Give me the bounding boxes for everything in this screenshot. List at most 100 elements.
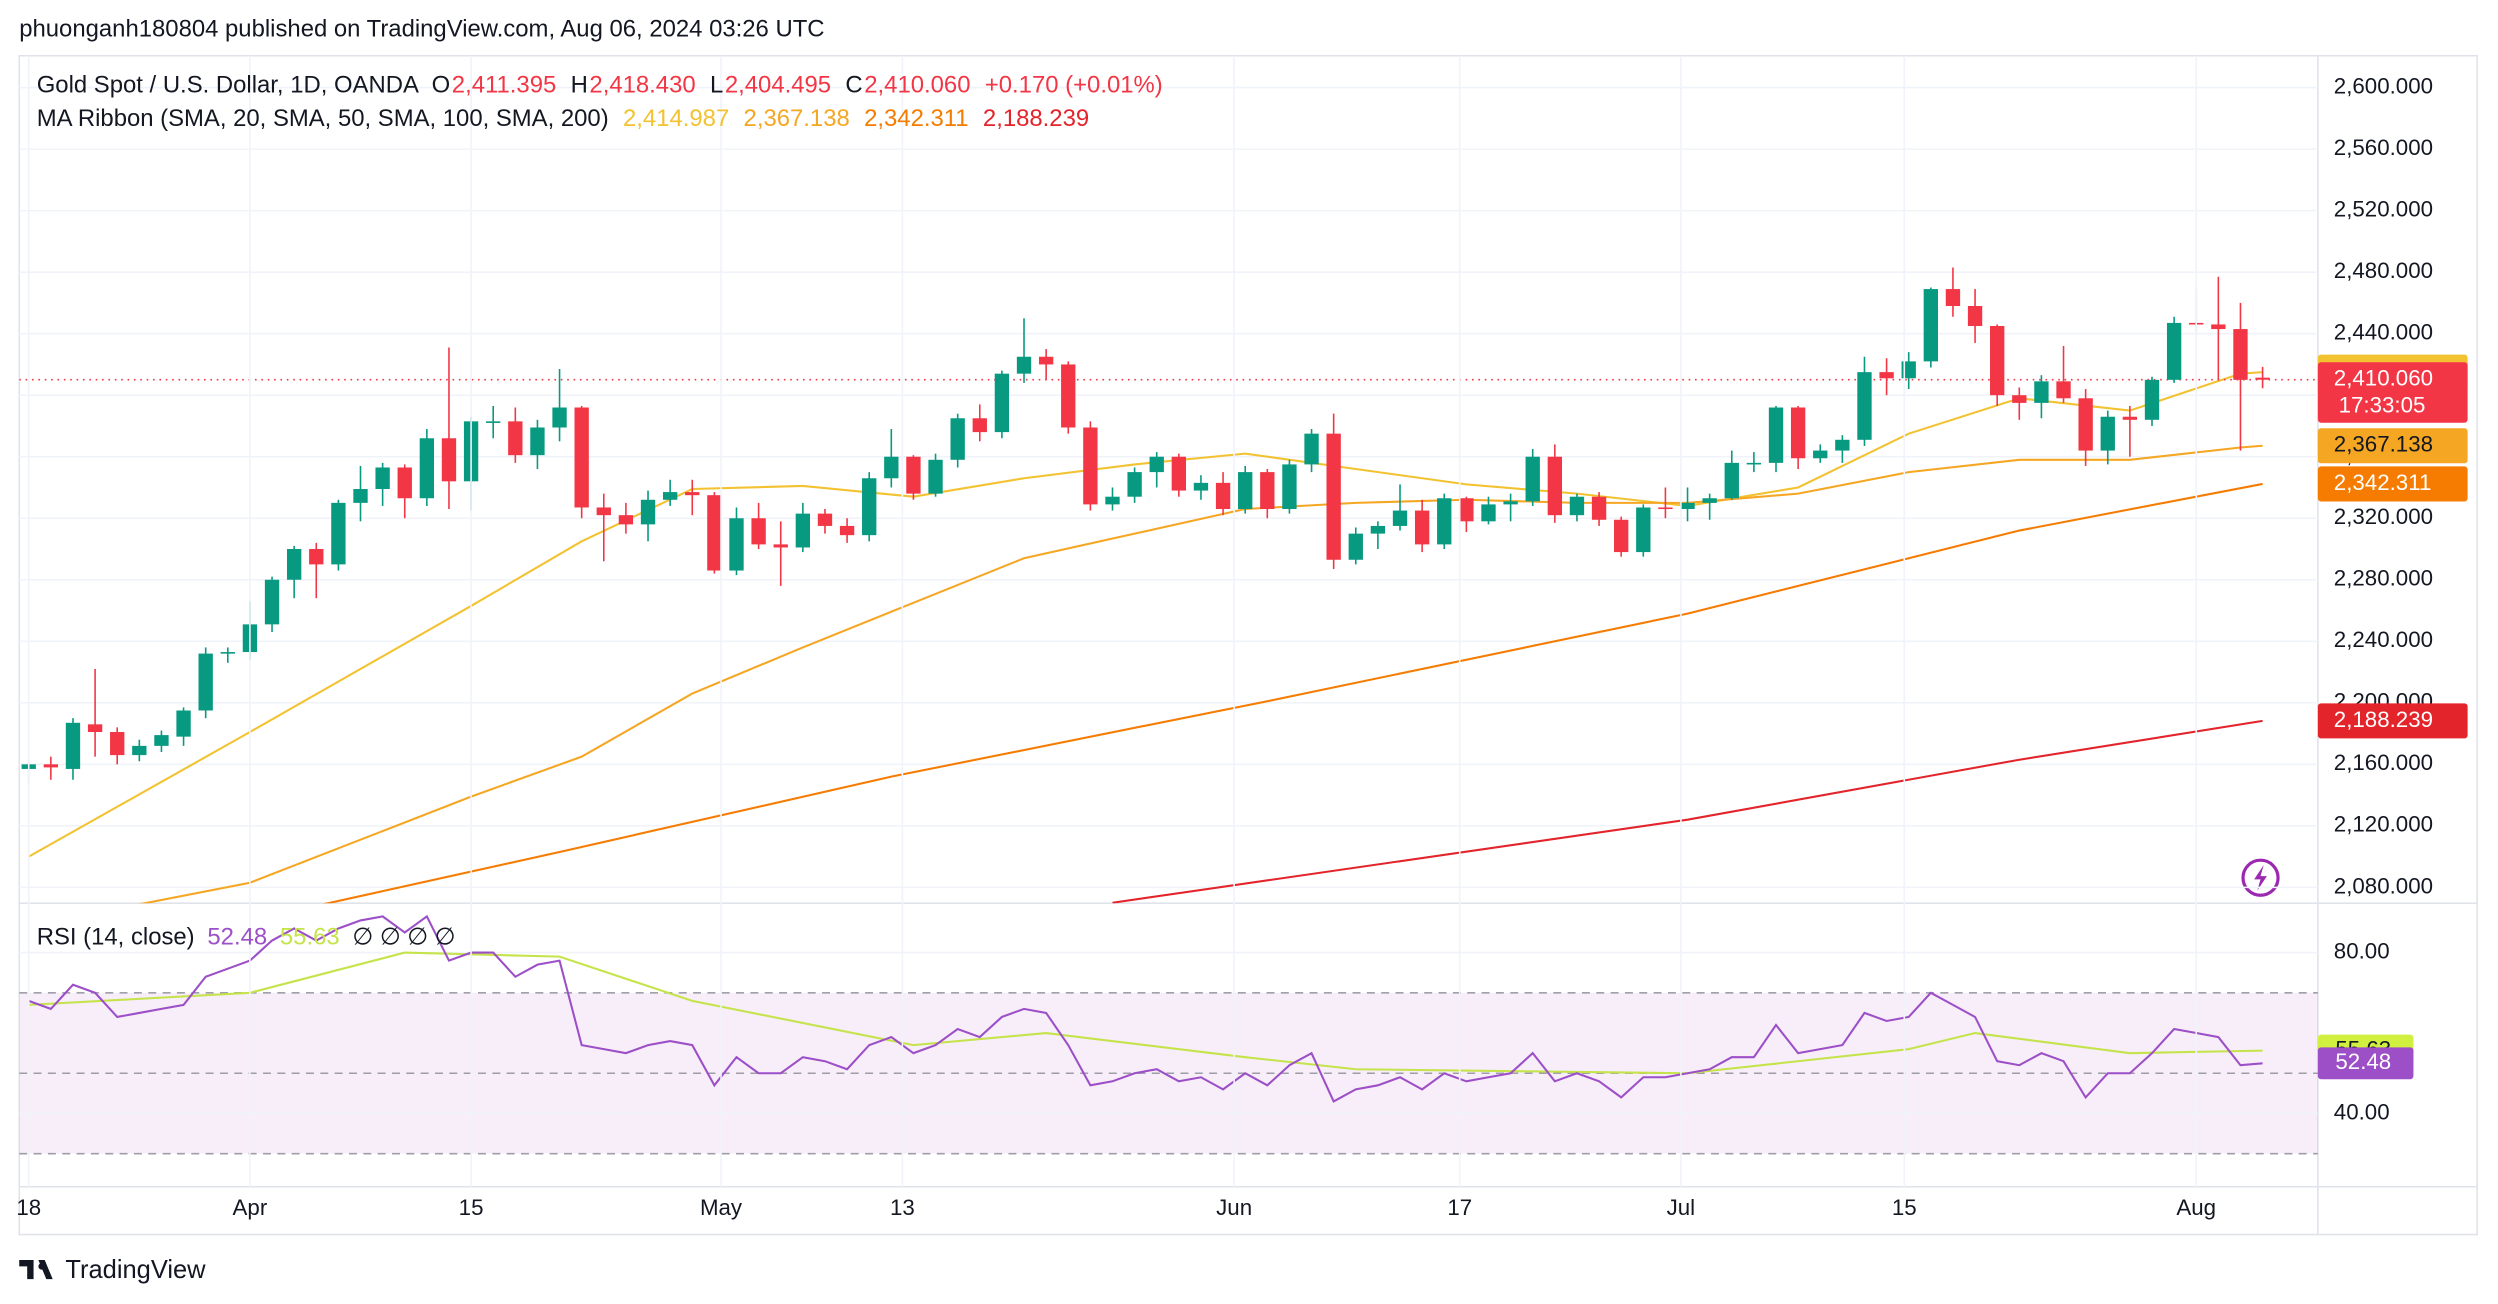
candle-body: [2122, 416, 2138, 420]
ohlc-value: 2,410.060: [864, 71, 970, 98]
candle-body: [154, 735, 169, 746]
y-tick-label: 2,560.000: [2334, 135, 2433, 160]
candle-body: [1459, 498, 1474, 522]
price-tag-label: 2,188.239: [2334, 707, 2433, 732]
y-tick-label: 2,240.000: [2334, 627, 2433, 652]
candle-body: [1481, 504, 1496, 522]
candle-body: [43, 764, 59, 768]
candle-body: [662, 492, 678, 500]
candle-body: [1990, 325, 2005, 396]
candle-body: [773, 544, 788, 548]
x-tick-label: Apr: [233, 1195, 268, 1220]
candle-body: [817, 513, 833, 526]
candle-body: [1702, 498, 1717, 503]
y-tick-label: 2,480.000: [2334, 258, 2433, 283]
candle-body: [1835, 439, 1850, 451]
candle-body: [1569, 496, 1585, 516]
candle-body: [1525, 456, 1540, 502]
ohlc-key: O: [432, 71, 451, 98]
candle-body: [1193, 482, 1209, 491]
rsi-value: 52.48: [207, 924, 267, 951]
candle-body: [110, 732, 125, 756]
x-tick-label: 17: [1447, 1195, 1472, 1220]
candle-body: [795, 513, 811, 548]
candle-body: [1503, 501, 1518, 505]
y-tick-label: 2,600.000: [2334, 73, 2433, 98]
candle-body: [1857, 372, 1872, 440]
candle-body: [2012, 395, 2027, 403]
candle-body: [1414, 510, 1430, 545]
candle-body: [972, 418, 987, 433]
ma-line: [139, 444, 2263, 904]
candle-body: [839, 525, 855, 536]
x-tick-label: Jul: [1667, 1195, 1696, 1220]
candle-body: [441, 438, 457, 482]
candle-body: [2166, 322, 2182, 380]
price-tag: [2317, 703, 2468, 739]
ma-line: [1112, 719, 2263, 904]
candle-body: [994, 373, 1010, 433]
candle-body: [2144, 379, 2160, 420]
y-tick-label: 2,440.000: [2334, 320, 2433, 345]
ohlc-value: 2,411.395: [452, 71, 556, 98]
candle-body: [685, 492, 700, 496]
x-tick-label: Aug: [2176, 1195, 2216, 1220]
candle-body: [2078, 398, 2093, 451]
ohlc-value: 2,404.495: [725, 71, 831, 98]
y-tick-label: 2,160.000: [2334, 750, 2433, 775]
change: +0.170 (+0.01%): [985, 71, 1163, 98]
last-price-tag-label: 2,410.060: [2334, 366, 2433, 391]
candle-body: [1746, 462, 1762, 465]
x-tick-label: 13: [890, 1195, 915, 1220]
candle-body: [1260, 472, 1275, 510]
x-tick-label: Jun: [1216, 1195, 1252, 1220]
candle-body: [65, 722, 81, 769]
candle-body: [264, 579, 280, 625]
candle-body: [1901, 361, 1916, 379]
y-tick-label: 2,280.000: [2334, 566, 2433, 591]
candle-body: [2211, 324, 2226, 330]
y-tick-label: 2,320.000: [2334, 504, 2433, 529]
candle-body: [552, 407, 567, 428]
x-tick-label: May: [700, 1195, 743, 1220]
candle-body: [928, 459, 943, 494]
candle-body: [574, 407, 589, 508]
candle-body: [1724, 462, 1739, 499]
candle-body: [1591, 496, 1607, 520]
candle-body: [2233, 329, 2248, 380]
ohlc-key: H: [571, 71, 588, 98]
candle-body: [176, 710, 191, 737]
candle-body: [1282, 464, 1297, 510]
candle-body: [1614, 519, 1629, 553]
candle-body: [1370, 525, 1386, 534]
candle-body: [1879, 372, 1894, 379]
ma-value: 2,342.311: [864, 105, 968, 132]
candle-body: [397, 467, 412, 499]
candle-body: [1392, 510, 1408, 526]
candle-body: [1813, 450, 1828, 459]
candle-body: [1945, 289, 1961, 306]
candle-body: [530, 427, 545, 456]
candle-body: [353, 489, 368, 503]
y-tick-label: 2,080.000: [2334, 873, 2433, 898]
y-tick-label: 2,520.000: [2334, 197, 2433, 222]
candle-body: [1636, 507, 1651, 553]
price-pane: [19, 86, 2318, 904]
candle-body: [87, 724, 103, 733]
brand: TradingView: [65, 1256, 206, 1284]
rsi-signal-value: 55.63: [280, 924, 340, 951]
candle-body: [1348, 533, 1363, 560]
lightning-button[interactable]: [2241, 858, 2280, 897]
chart-frame: [18, 54, 2478, 1236]
x-tick-label: 18: [16, 1195, 41, 1220]
candle-body: [596, 507, 611, 516]
price-tag: [2317, 428, 2468, 464]
publish-header: phuonganh180804 published on TradingView…: [19, 16, 824, 43]
price-tag-label: 2,367.138: [2334, 432, 2433, 457]
candle-body: [751, 518, 766, 545]
candle-body: [1105, 496, 1120, 505]
candle-body: [1437, 498, 1452, 545]
candle-body: [375, 467, 390, 490]
